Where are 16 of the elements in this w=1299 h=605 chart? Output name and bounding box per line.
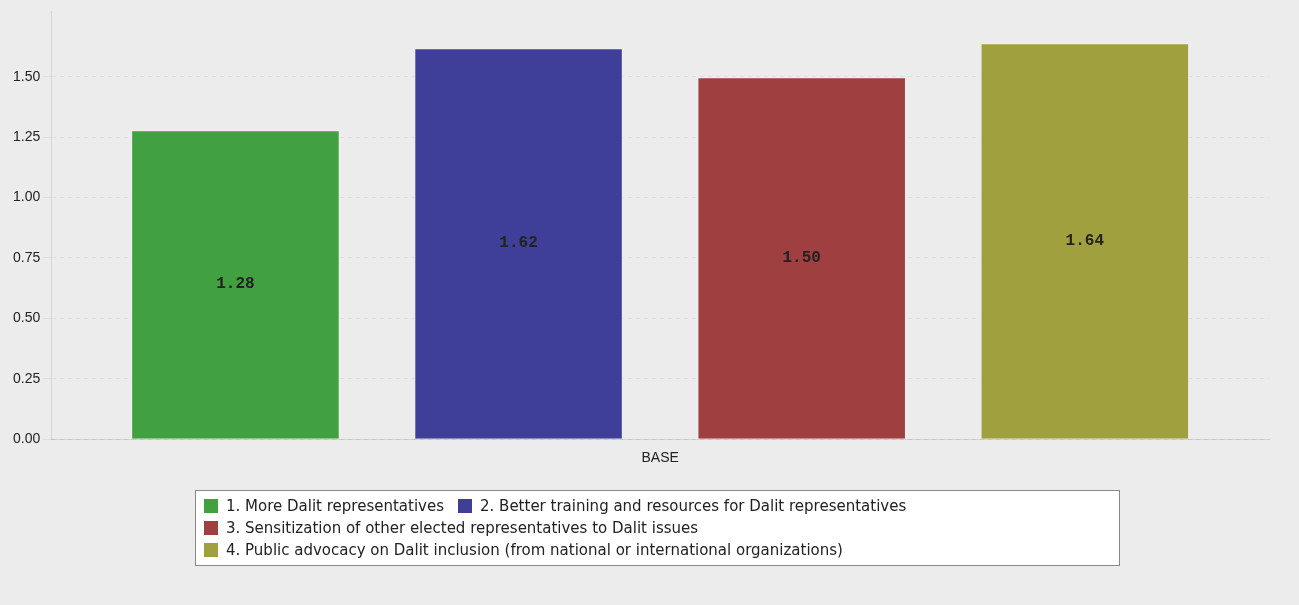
legend-label: 2. Better training and resources for Dalit representatives: [479, 497, 907, 515]
legend-label: 4. Public advocacy on Dalit inclusion (from national or international organizations): [225, 541, 843, 559]
data-label: 1.62: [499, 234, 538, 253]
legend-label: 1. More Dalit representatives: [225, 497, 445, 515]
x-tick-label: BASE: [641, 449, 679, 466]
y-tick-label: 1.50: [13, 67, 41, 84]
y-tick-label: 1.00: [13, 188, 41, 205]
y-tick-label: 0.25: [13, 369, 41, 386]
y-tick-label: 0.50: [13, 309, 41, 326]
y-tick-label: 0.00: [13, 430, 41, 447]
y-tick-label: 1.25: [13, 127, 41, 144]
data-label: 1.28: [216, 275, 255, 294]
y-tick-label: 0.75: [13, 248, 41, 265]
data-label: 1.64: [1065, 231, 1105, 250]
legend-label: 3. Sensitization of other elected representatives to Dalit issues: [225, 519, 699, 537]
data-label: 1.50: [782, 248, 821, 267]
